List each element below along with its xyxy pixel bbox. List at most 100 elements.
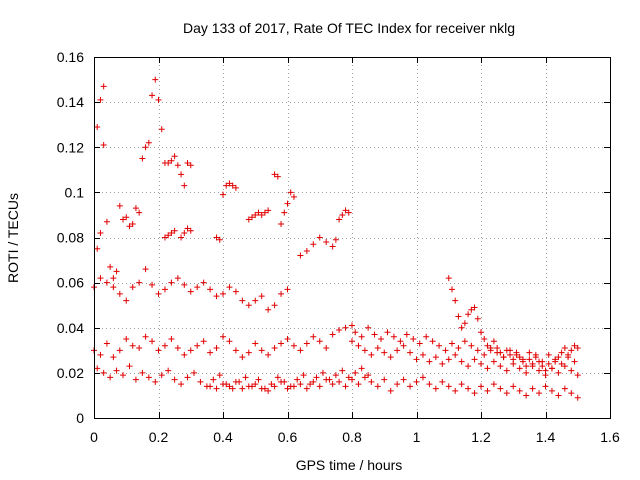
data-point — [220, 191, 226, 198]
data-point — [171, 376, 178, 383]
data-point — [478, 360, 484, 367]
data-point — [190, 369, 197, 376]
chart-title: Day 133 of 2017, Rate Of TEC Index for r… — [183, 20, 515, 36]
data-point — [474, 347, 481, 354]
data-point — [558, 349, 565, 356]
data-point — [461, 320, 468, 327]
data-point — [432, 385, 439, 392]
data-point — [407, 349, 414, 356]
data-point — [261, 209, 268, 216]
data-point — [278, 290, 285, 297]
data-point — [516, 354, 523, 361]
data-point — [200, 279, 207, 286]
data-point — [142, 333, 149, 340]
data-point — [484, 387, 491, 394]
data-point — [168, 279, 175, 286]
data-point — [181, 281, 188, 288]
x-tick-label: 1.4 — [536, 429, 556, 445]
data-point — [387, 354, 394, 361]
data-point — [400, 376, 407, 383]
data-point — [174, 162, 181, 169]
data-point — [384, 329, 391, 336]
data-point — [187, 162, 194, 169]
data-point — [178, 381, 185, 388]
data-point — [539, 363, 546, 370]
data-point — [419, 351, 426, 358]
x-tick-label: 0.6 — [278, 429, 298, 445]
data-point — [494, 345, 501, 352]
x-tick-labels: 0 0.2 0.4 0.6 0.8 1 1.2 1.4 1.6 — [90, 429, 620, 445]
data-point — [558, 360, 565, 367]
data-point — [381, 376, 388, 383]
data-point — [232, 347, 239, 354]
data-point — [239, 297, 246, 304]
data-point — [510, 356, 517, 363]
data-point — [445, 275, 452, 282]
data-point — [158, 372, 165, 379]
data-point — [336, 216, 343, 223]
data-point — [455, 345, 462, 352]
x-tick-label: 0.4 — [213, 429, 233, 445]
data-point — [471, 304, 478, 311]
data-point — [329, 381, 336, 388]
data-point — [523, 369, 530, 376]
data-point — [232, 184, 239, 191]
data-point — [423, 333, 430, 340]
data-point — [136, 209, 143, 216]
data-point — [268, 381, 275, 388]
data-point — [442, 347, 449, 354]
data-point — [329, 243, 336, 250]
data-point — [368, 351, 375, 358]
data-point — [220, 290, 226, 297]
data-point — [436, 342, 443, 349]
data-point — [526, 349, 533, 356]
data-point — [232, 288, 239, 295]
data-point — [339, 211, 346, 218]
y-tick-label: 0.12 — [57, 139, 84, 155]
data-point — [397, 338, 404, 345]
data-point — [226, 284, 233, 291]
data-point — [500, 354, 507, 361]
grid-lines — [94, 57, 610, 418]
data-point — [526, 356, 533, 363]
data-point — [223, 182, 230, 189]
y-tick-label: 0.16 — [57, 49, 84, 65]
data-point — [103, 218, 110, 225]
x-tick-label: 0 — [90, 429, 98, 445]
data-point — [249, 214, 256, 221]
data-point — [426, 358, 433, 365]
data-point — [407, 383, 414, 390]
data-point — [126, 223, 133, 230]
data-point — [458, 324, 465, 331]
data-point — [129, 220, 136, 227]
data-point — [207, 349, 214, 356]
data-point — [245, 216, 252, 223]
data-point — [316, 338, 323, 345]
y-tick-label: 0.08 — [57, 230, 84, 246]
data-point — [174, 275, 181, 282]
data-point — [439, 378, 446, 385]
data-point — [149, 92, 156, 99]
data-point — [574, 345, 581, 352]
data-point — [220, 381, 226, 388]
data-point — [239, 354, 246, 361]
data-point — [545, 351, 552, 358]
data-point — [207, 286, 214, 293]
data-point — [342, 207, 349, 214]
data-point — [529, 385, 536, 392]
data-point — [120, 372, 127, 379]
data-point — [116, 202, 123, 209]
data-point — [487, 347, 494, 354]
data-points — [91, 76, 581, 401]
data-point — [100, 83, 107, 90]
data-point — [258, 347, 265, 354]
data-point — [419, 374, 426, 381]
data-point — [107, 263, 114, 270]
data-point — [149, 281, 156, 288]
data-point — [110, 354, 117, 361]
data-point — [574, 394, 581, 401]
data-point — [361, 374, 368, 381]
data-point — [468, 342, 475, 349]
data-point — [510, 383, 517, 390]
data-point — [136, 279, 143, 286]
